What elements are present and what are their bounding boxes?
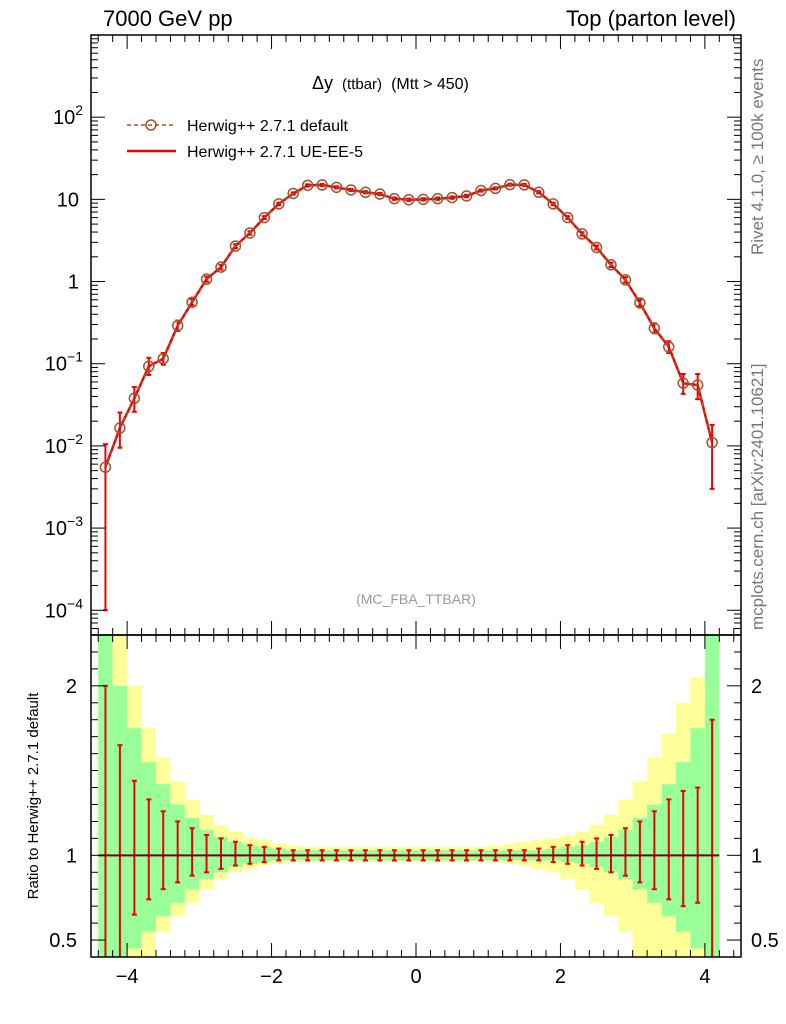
- default-data-point: [576, 228, 588, 240]
- default-data-point: [648, 322, 661, 335]
- default-data-point: [229, 240, 242, 252]
- default-data-point: [446, 191, 458, 204]
- legend: Herwig++ 2.7.1 default Herwig++ 2.7.1 UE…: [127, 118, 363, 161]
- ratio-y-tick-label-right: 2: [751, 676, 762, 698]
- legend-default-label: Herwig++ 2.7.1 default: [187, 118, 349, 135]
- default-data-point: [619, 274, 632, 286]
- default-data-point: [417, 193, 429, 206]
- default-data-point: [706, 436, 718, 449]
- default-data-point: [143, 360, 155, 373]
- default-data-point: [388, 192, 401, 205]
- x-tick-label: 0: [410, 966, 421, 988]
- default-data-point: [244, 227, 256, 239]
- default-data-point: [157, 352, 169, 365]
- default-data-point: [287, 187, 299, 200]
- default-data-point: [518, 179, 531, 191]
- ratio-bands: [98, 635, 720, 957]
- ue-series-line: [104, 183, 714, 468]
- default-data-point: [345, 184, 357, 196]
- default-series: [99, 178, 718, 473]
- ue-ee5-series: [102, 182, 715, 612]
- default-data-point: [403, 193, 415, 206]
- ratio-ylabel: Ratio to Herwig++ 2.7.1 default: [25, 692, 42, 900]
- x-tick-label: −4: [116, 966, 139, 988]
- default-data-point: [301, 179, 314, 192]
- default-data-point: [359, 186, 372, 199]
- default-data-point: [171, 319, 184, 332]
- default-data-point: [99, 461, 112, 473]
- x-tick-label: 2: [555, 966, 566, 988]
- x-tick-label: 4: [699, 966, 710, 988]
- default-data-point: [186, 296, 198, 308]
- default-data-point: [460, 190, 473, 202]
- default-data-point: [273, 198, 285, 210]
- default-data-point: [316, 179, 328, 191]
- default-data-point: [533, 186, 545, 199]
- y-tick-label: 10−2: [45, 431, 83, 458]
- default-data-point: [475, 184, 487, 197]
- y-tick-label: 10−3: [45, 513, 83, 540]
- chart-title: Δy (ttbar) (Mtt > 450): [312, 73, 469, 93]
- default-data-point: [605, 259, 617, 271]
- default-data-point: [431, 192, 444, 205]
- default-data-point: [691, 379, 704, 391]
- header-right-label: Top (parton level): [566, 6, 736, 31]
- y-tick-label: 10−4: [45, 595, 83, 622]
- default-data-point: [590, 241, 603, 254]
- ratio-y-tick-label-right: 0.5: [751, 930, 779, 952]
- axis-ticks: −4 −2 0 2 4 102 10 1 10−1 10−2 10−3 10−4 2 2 1 1 0.5 0.5: [45, 35, 779, 988]
- ratio-y-tick-label-left: 0.5: [49, 930, 77, 952]
- ratio-y-tick-label-left: 2: [66, 676, 77, 698]
- ratio-error-bars: [102, 684, 715, 957]
- default-data-point: [374, 188, 386, 200]
- default-data-point: [200, 273, 213, 285]
- ratio-y-tick-label-left: 1: [66, 845, 77, 867]
- default-data-point: [504, 178, 516, 191]
- y-tick-label: 10−1: [45, 349, 83, 376]
- default-data-point: [215, 261, 227, 273]
- default-data-point: [561, 211, 574, 224]
- default-series-line: [104, 183, 713, 468]
- default-data-point: [489, 182, 502, 195]
- chart-title-main: Δy: [312, 73, 333, 93]
- default-data-point: [128, 392, 141, 405]
- y-tick-label: 10: [57, 189, 79, 211]
- default-data-point: [258, 211, 271, 224]
- legend-default-marker-icon: [145, 119, 157, 131]
- chart-title-tail: (Mtt > 450): [391, 76, 469, 93]
- default-data-point: [634, 297, 646, 309]
- default-data-point: [677, 377, 689, 389]
- header-left-label: 7000 GeV pp: [103, 6, 233, 31]
- ratio-y-tick-label-right: 1: [751, 845, 762, 867]
- analysis-watermark: (MC_FBA_TTBAR): [356, 591, 476, 607]
- default-data-point: [330, 181, 343, 194]
- y-tick-label: 1: [68, 272, 79, 294]
- legend-ue-label: Herwig++ 2.7.1 UE-EE-5: [187, 144, 363, 161]
- y-tick-label: 102: [53, 102, 83, 129]
- x-tick-label: −2: [260, 966, 283, 988]
- default-data-point: [547, 198, 559, 210]
- chart-title-sub: (ttbar): [342, 76, 382, 93]
- default-data-point: [663, 341, 675, 353]
- default-data-point: [114, 422, 126, 434]
